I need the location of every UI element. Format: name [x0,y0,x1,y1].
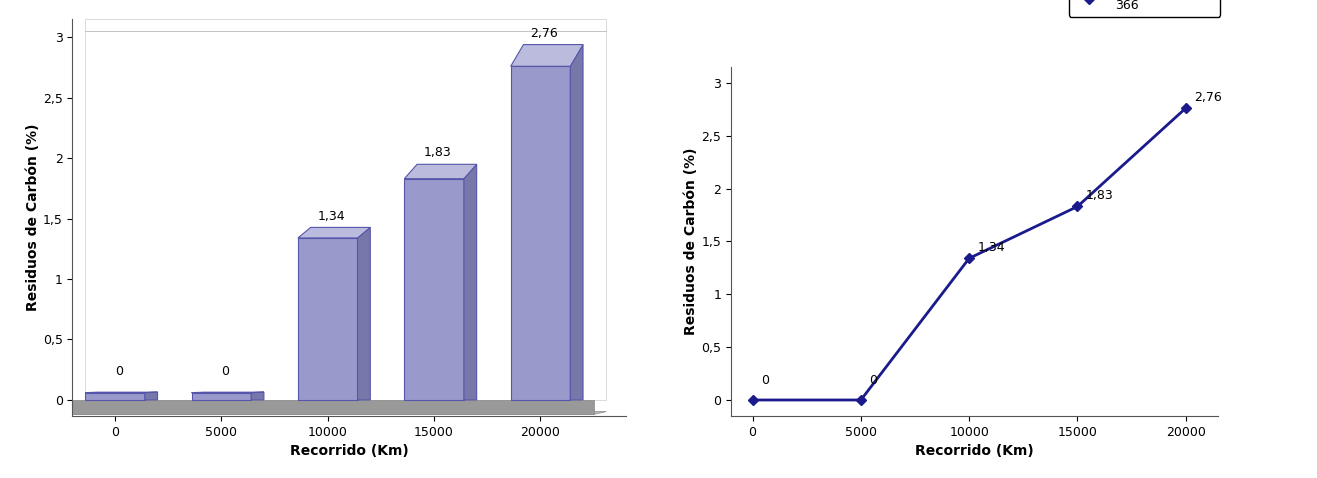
Polygon shape [191,392,252,400]
Polygon shape [86,392,145,400]
Polygon shape [298,228,370,238]
X-axis label: Recorrido (Km): Recorrido (Km) [915,444,1034,458]
Line: Motor ADE (OM)
366: Motor ADE (OM) 366 [749,105,1189,403]
Text: 0: 0 [115,365,122,378]
Polygon shape [252,392,263,400]
Text: 0: 0 [761,374,769,387]
Y-axis label: Residuos de Carbón (%): Residuos de Carbón (%) [26,124,40,311]
Text: 2,76: 2,76 [1195,91,1222,104]
Polygon shape [570,44,583,400]
Legend: Motor ADE (OM)
366: Motor ADE (OM) 366 [1068,0,1220,17]
Text: 2,76: 2,76 [531,27,558,40]
Text: 0: 0 [221,365,229,378]
Polygon shape [86,19,606,400]
Polygon shape [511,66,570,400]
Text: 1,83: 1,83 [1087,189,1114,202]
Text: 1,34: 1,34 [977,241,1005,254]
Polygon shape [357,228,370,400]
Text: 0: 0 [869,374,877,387]
Polygon shape [404,179,464,400]
Motor ADE (OM)
366 [853,397,869,403]
Y-axis label: Residuos de Carbón (%): Residuos de Carbón (%) [685,148,698,335]
Text: 1,83: 1,83 [424,146,452,160]
Text: 1,34: 1,34 [317,209,345,223]
Motor ADE (OM)
366 [1069,204,1085,209]
Polygon shape [72,412,606,414]
Polygon shape [511,44,583,66]
Polygon shape [464,164,477,400]
Polygon shape [145,392,158,400]
Motor ADE (OM)
366 [1177,105,1193,111]
Polygon shape [72,400,594,414]
Polygon shape [298,238,357,400]
X-axis label: Recorrido (Km): Recorrido (Km) [290,444,408,458]
Motor ADE (OM)
366 [961,255,977,261]
Motor ADE (OM)
366 [744,397,760,403]
Polygon shape [404,164,477,179]
